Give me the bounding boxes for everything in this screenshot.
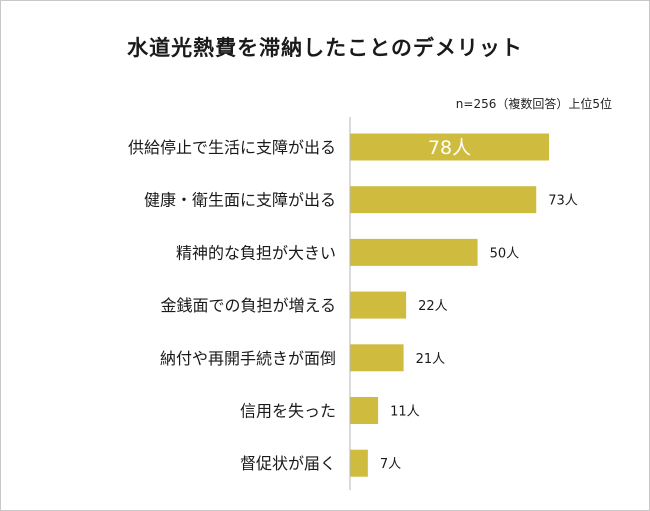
value-label: 78人 <box>428 137 471 159</box>
bar <box>350 186 537 214</box>
bar <box>350 449 368 477</box>
bar <box>350 344 404 372</box>
value-label: 73人 <box>548 194 578 209</box>
chart-title: 水道光熱費を滞納したことのデメリット <box>127 36 523 60</box>
category-label: 健康・衛生面に支障が出る <box>144 191 336 210</box>
value-label: 50人 <box>490 246 520 261</box>
bar <box>350 133 549 161</box>
value-label: 7人 <box>380 457 401 472</box>
bar <box>350 291 407 319</box>
category-label: 信用を失った <box>240 402 336 421</box>
value-label: 21人 <box>416 352 446 367</box>
category-label: 供給停止で生活に支障が出る <box>128 138 336 157</box>
chart-note: n=256（複数回答）上位5位 <box>455 97 612 111</box>
bar <box>350 397 379 424</box>
category-label: 精神的な負担が大きい <box>176 243 336 262</box>
value-label: 22人 <box>418 299 448 314</box>
category-label: 納付や再開手続きが面倒 <box>160 349 336 368</box>
bar <box>350 238 478 266</box>
category-label: 金銭面での負担が増える <box>160 296 336 315</box>
value-label: 11人 <box>390 405 420 420</box>
category-label: 督促状が届く <box>240 454 336 473</box>
